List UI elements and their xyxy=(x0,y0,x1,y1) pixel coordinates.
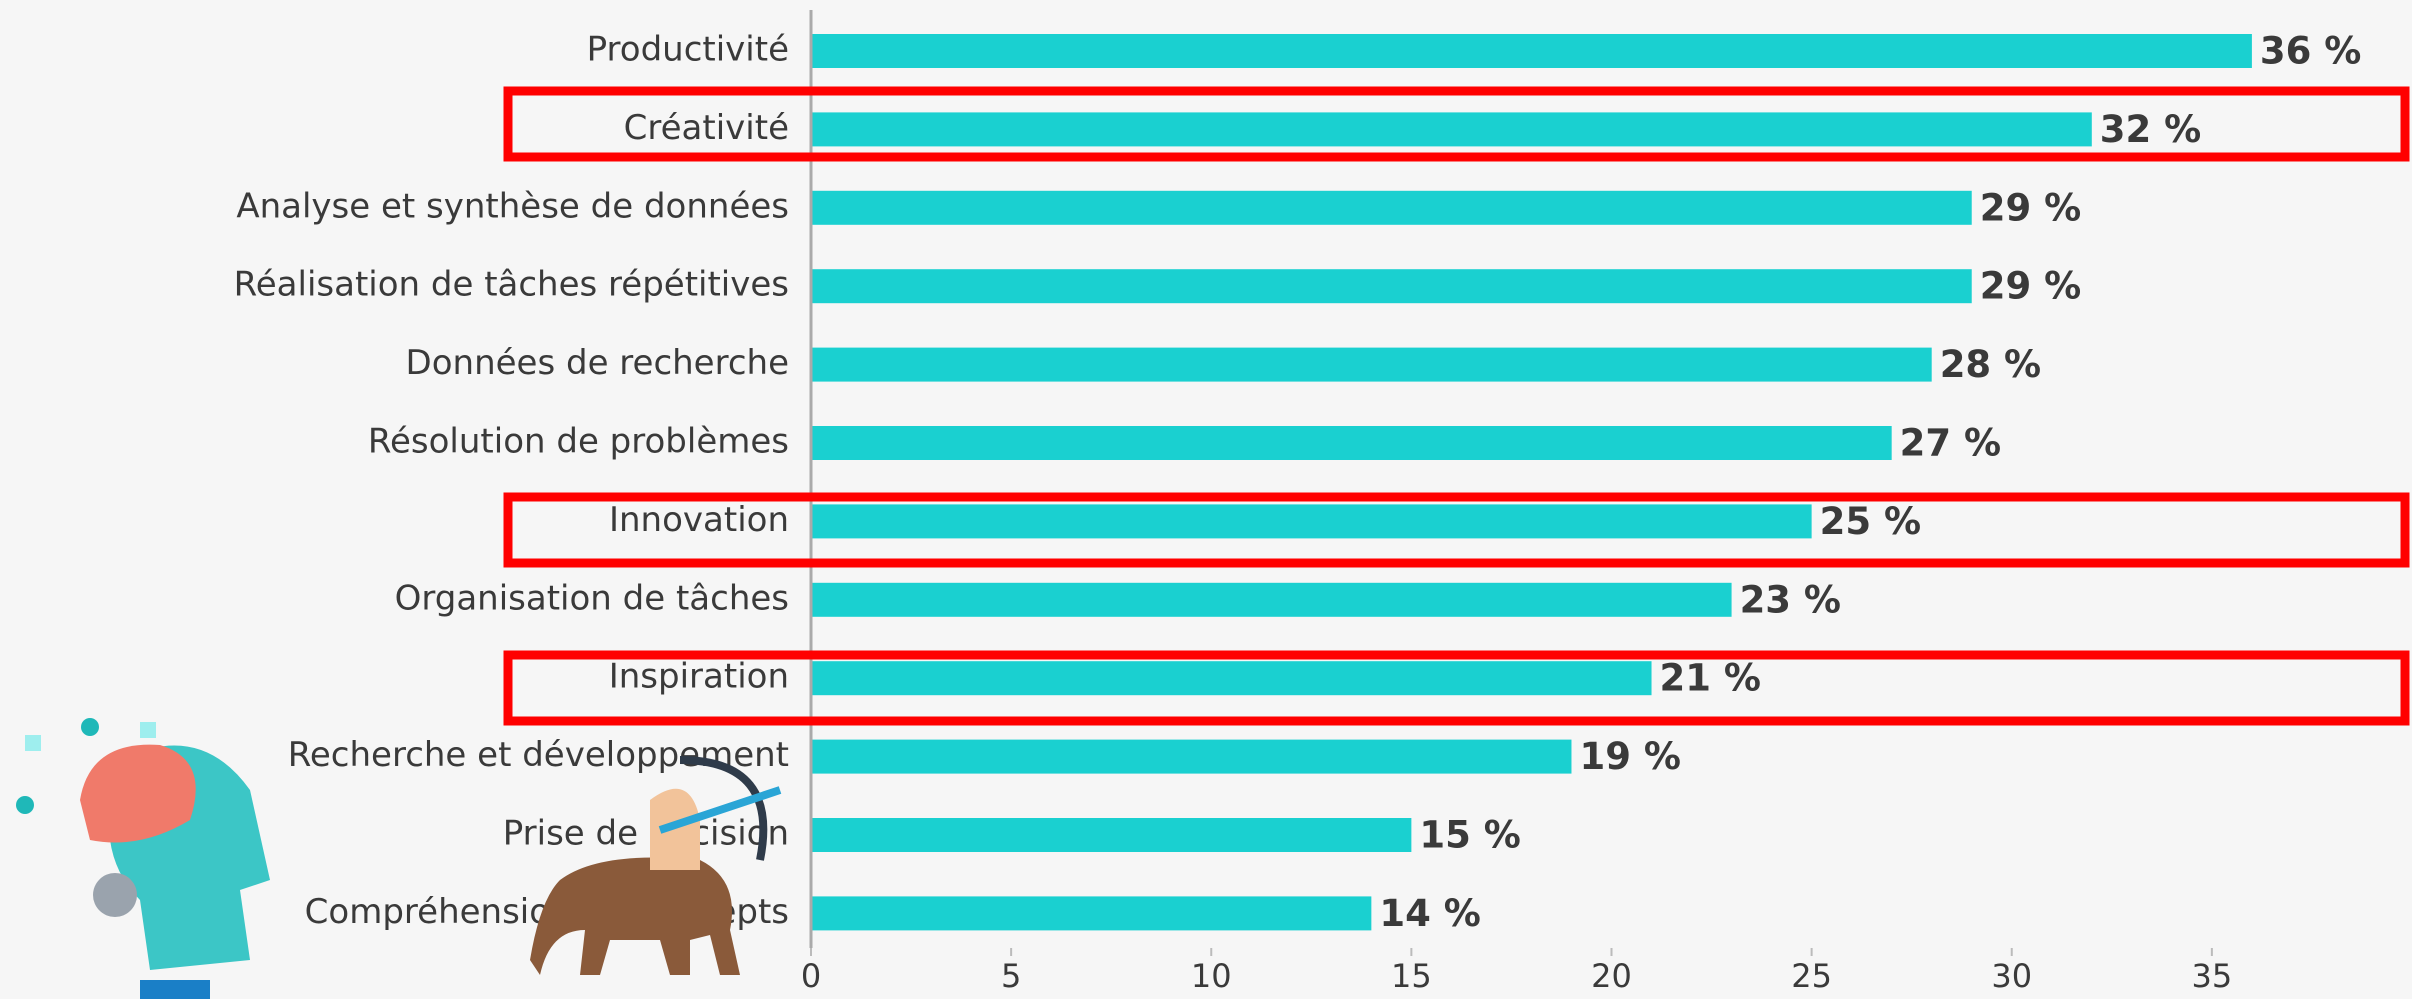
brain-icon xyxy=(16,718,270,999)
y-tick-label: Réalisation de tâches répétitives xyxy=(234,265,789,305)
value-label: 28 % xyxy=(1940,343,2041,386)
value-label: 25 % xyxy=(1820,500,1921,543)
y-tick-label: Innovation xyxy=(609,500,789,540)
y-tick-label: Recherche et développement xyxy=(288,735,789,775)
y-tick-label: Organisation de tâches xyxy=(395,578,789,618)
x-tick-label: 0 xyxy=(801,957,821,995)
value-label: 27 % xyxy=(1900,422,2001,465)
y-tick-label: Productivité xyxy=(587,30,789,70)
bar xyxy=(811,739,1572,774)
value-label: 29 % xyxy=(1980,186,2081,229)
x-tick-label: 30 xyxy=(1991,957,2032,995)
x-tick-label: 10 xyxy=(1191,957,1232,995)
value-label: 14 % xyxy=(1379,892,1480,935)
highlight-box xyxy=(503,650,2410,726)
highlights xyxy=(503,86,2410,726)
bar xyxy=(811,426,1892,460)
value-label: 21 % xyxy=(1660,657,1761,700)
x-tick-label: 25 xyxy=(1791,957,1832,995)
y-tick-label: Inspiration xyxy=(609,657,789,697)
value-label: 36 % xyxy=(2260,30,2361,73)
y-tick-label: Prise de décision xyxy=(503,814,789,854)
bar xyxy=(811,661,1652,696)
plot: 0 5 10 15 20 25 30 35 Productivité 36 % Créativité… xyxy=(234,10,2361,995)
centaur-icon xyxy=(530,756,782,975)
bar xyxy=(811,504,1812,539)
y-tick-label: Résolution de problèmes xyxy=(368,422,789,462)
x-tick-label: 35 xyxy=(2192,957,2233,995)
y-tick-label: Données de recherche xyxy=(406,343,789,383)
x-tick-label: 5 xyxy=(1001,957,1021,995)
value-label: 19 % xyxy=(1579,735,1680,778)
x-tick-label: 15 xyxy=(1391,957,1432,995)
value-label: 23 % xyxy=(1740,578,1841,621)
bar xyxy=(811,896,1372,931)
y-tick-label: Analyse et synthèse de données xyxy=(236,186,789,226)
bar xyxy=(811,347,1932,382)
value-label: 32 % xyxy=(2100,108,2201,151)
bar xyxy=(811,34,2252,68)
highlight-box xyxy=(503,86,2410,162)
value-label: 15 % xyxy=(1419,814,1520,857)
bar xyxy=(811,269,1972,304)
y-tick-label: Créativité xyxy=(624,108,789,148)
x-tick-label: 20 xyxy=(1591,957,1632,995)
bar xyxy=(811,582,1732,617)
highlight-box xyxy=(503,492,2410,568)
bar xyxy=(811,112,2092,147)
bar xyxy=(811,818,1412,852)
bar xyxy=(811,190,1972,225)
value-label: 29 % xyxy=(1980,265,2081,308)
